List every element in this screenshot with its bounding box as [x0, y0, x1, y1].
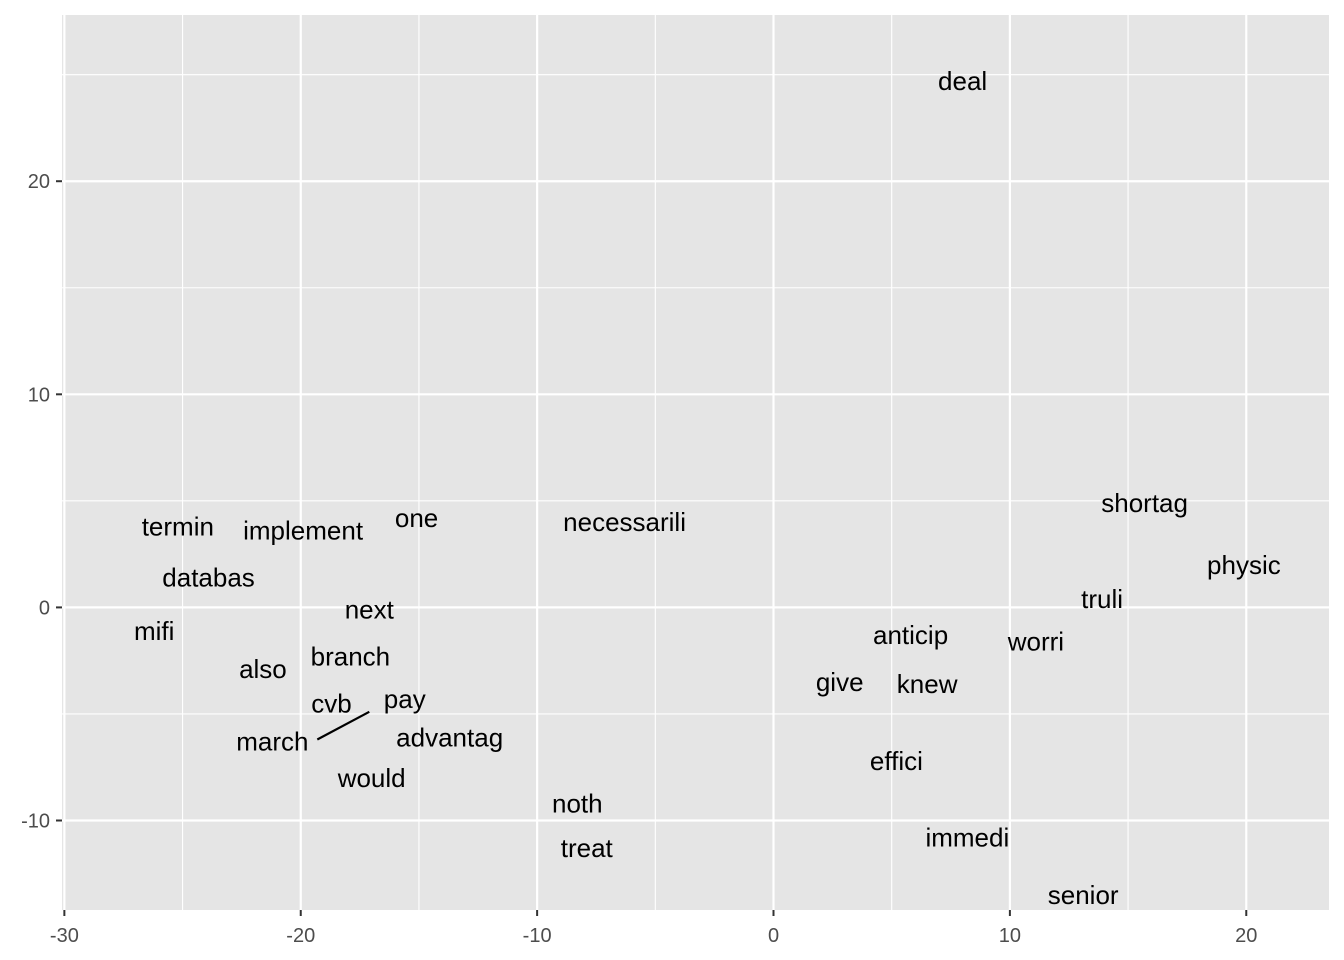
point-label-one: one: [395, 503, 438, 533]
x-tick-label: -30: [50, 925, 79, 947]
point-label-knew: knew: [897, 669, 958, 699]
y-tick-label: 10: [28, 384, 50, 406]
point-label-march: march: [236, 727, 308, 757]
point-label-necessarili: necessarili: [563, 507, 686, 537]
point-label-immedi: immedi: [925, 823, 1009, 853]
point-labels: deal shortag physic truli worri anticip give kn…: [134, 66, 1281, 910]
point-label-next: next: [345, 595, 395, 625]
y-axis-tick-labels: -10 0 10 20: [21, 171, 50, 832]
y-tick-label: 20: [28, 171, 50, 193]
point-label-advantag: advantag: [396, 722, 503, 752]
x-tick-label: -10: [523, 925, 552, 947]
x-axis-tick-labels: -30 -20 -10 0 10 20: [50, 925, 1257, 947]
x-tick-label: 10: [999, 925, 1021, 947]
point-label-implement: implement: [243, 516, 364, 546]
label-leader-lines: [316, 710, 370, 741]
axis-ticks: [56, 180, 1248, 916]
point-label-deal: deal: [938, 66, 987, 96]
point-label-worri: worri: [1007, 627, 1064, 657]
point-label-would: would: [337, 763, 406, 793]
point-label-give: give: [816, 667, 864, 697]
leader-line: [316, 710, 370, 741]
point-label-treat: treat: [561, 833, 614, 863]
x-tick-label: -20: [286, 925, 315, 947]
y-tick-label: -10: [21, 811, 50, 833]
point-label-shortag: shortag: [1101, 488, 1188, 518]
point-label-also: also: [239, 654, 287, 684]
minor-gridlines: [62, 15, 1329, 910]
point-label-mifi: mifi: [134, 616, 174, 646]
point-label-databas: databas: [162, 563, 255, 593]
point-label-physic: physic: [1207, 550, 1281, 580]
major-gridlines: [62, 15, 1329, 910]
point-label-pay: pay: [384, 684, 426, 714]
point-label-noth: noth: [552, 788, 603, 818]
point-label-anticip: anticip: [873, 620, 948, 650]
x-tick-label: 20: [1235, 925, 1257, 947]
point-label-cvb: cvb: [311, 688, 351, 718]
point-label-effici: effici: [870, 746, 923, 776]
y-tick-label: 0: [39, 597, 50, 619]
point-label-senior: senior: [1048, 880, 1119, 910]
point-label-branch: branch: [311, 641, 391, 671]
plot-panel: [62, 15, 1329, 910]
point-label-truli: truli: [1081, 584, 1123, 614]
point-label-termin: termin: [142, 511, 214, 541]
x-tick-label: 0: [768, 925, 779, 947]
